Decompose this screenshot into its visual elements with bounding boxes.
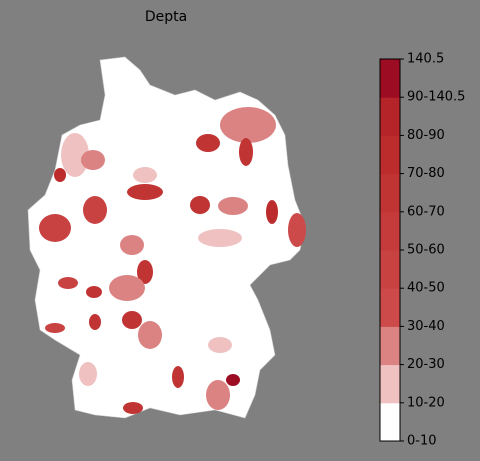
regions <box>39 107 306 414</box>
colorbar-label: 90-140.5 <box>407 90 465 105</box>
region <box>58 277 78 289</box>
region <box>109 275 145 301</box>
region <box>127 184 163 200</box>
colorbar-segment <box>380 288 400 327</box>
colorbar-segment <box>380 135 400 175</box>
region <box>137 260 153 284</box>
region <box>226 374 240 386</box>
region <box>218 197 248 215</box>
region <box>81 150 105 170</box>
region <box>120 235 144 255</box>
region <box>196 134 220 152</box>
colorbar-label: 20-30 <box>407 357 445 372</box>
region <box>123 402 143 414</box>
colorbar-label: 50-60 <box>407 243 445 258</box>
region <box>79 362 97 386</box>
region <box>138 321 162 349</box>
colorbar-segment <box>380 97 400 136</box>
colorbar-segment <box>380 402 400 442</box>
colorbar-segment <box>380 326 400 366</box>
colorbar-label: 80-90 <box>407 128 445 143</box>
colorbar-segment <box>380 250 400 289</box>
region <box>86 286 102 298</box>
colorbar-label: 0-10 <box>407 434 437 449</box>
colorbar-label: 70-80 <box>407 166 445 181</box>
germany-map <box>27 56 306 419</box>
region <box>122 311 142 329</box>
region <box>208 337 232 353</box>
region <box>83 196 107 224</box>
region <box>61 133 89 177</box>
region <box>239 138 253 166</box>
region <box>266 200 278 224</box>
colorbar-label: 40-50 <box>407 281 445 296</box>
region <box>288 213 306 247</box>
colorbar-label: 60-70 <box>407 204 445 219</box>
region <box>133 167 157 183</box>
colorbar-segment <box>380 59 400 98</box>
region <box>45 323 65 333</box>
region <box>206 380 230 410</box>
colorbar: 0-10 10-20 20-30 30-40 40-50 50-60 60-70 70-80 8… <box>379 52 465 449</box>
region <box>39 214 71 242</box>
colorbar-segment <box>380 173 400 213</box>
colorbar-segment <box>380 211 400 251</box>
region <box>190 196 210 214</box>
region <box>172 366 184 388</box>
colorbar-label: 140.5 <box>407 52 444 67</box>
region <box>198 229 242 247</box>
colorbar-segment <box>380 364 400 404</box>
region <box>220 107 276 143</box>
colorbar-label: 30-40 <box>407 319 445 334</box>
region <box>89 314 101 330</box>
colorbar-label: 10-20 <box>407 395 445 410</box>
map-title: Depta <box>145 9 187 25</box>
region <box>54 168 66 182</box>
